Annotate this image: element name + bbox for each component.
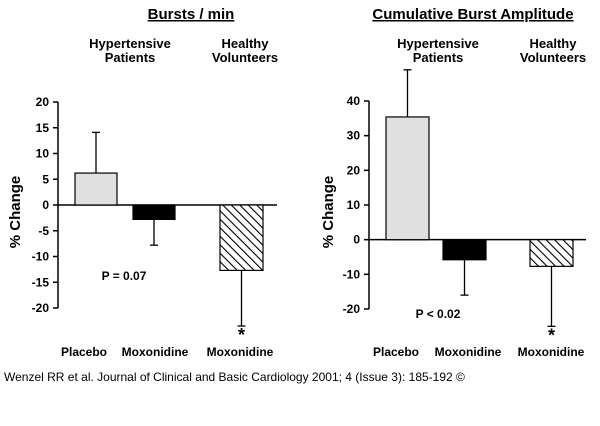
- group-label-line2: Patients: [105, 50, 156, 65]
- chart-title: Cumulative Burst Amplitude: [372, 6, 573, 23]
- y-tick-label: 0: [42, 198, 49, 212]
- group-label-line2: Patients: [413, 50, 464, 65]
- plot-area: 40 30 20 10 0 -10 -20 *: [343, 69, 586, 345]
- group-label-line1: Hypertensive: [397, 36, 479, 51]
- bar: [442, 239, 487, 261]
- chart-title: Bursts / min: [148, 6, 235, 23]
- y-tick-label: 40: [347, 94, 361, 108]
- y-tick-label: -20: [343, 302, 361, 316]
- p-value-annotation: P = 0.07: [102, 269, 147, 283]
- y-tick-label: 10: [36, 147, 50, 161]
- y-tick-label: -5: [38, 224, 49, 238]
- bar: [385, 116, 430, 241]
- group-label-line2: Volunteers: [212, 50, 278, 65]
- bar: [74, 172, 118, 206]
- significance-marker: *: [238, 325, 245, 345]
- group-label-line1: Healthy: [530, 36, 578, 51]
- cumulative-burst-amplitude-chart: Cumulative Burst Amplitude Hypertensive …: [320, 6, 586, 359]
- p-value-annotation: P < 0.02: [416, 307, 461, 321]
- y-axis-label: % Change: [7, 176, 24, 249]
- group-label-line1: Healthy: [222, 36, 270, 51]
- group-label-line1: Hypertensive: [89, 36, 171, 51]
- significance-marker: *: [548, 325, 555, 345]
- y-tick-label: 15: [36, 121, 50, 135]
- y-tick-label: -10: [32, 250, 50, 264]
- bursts-per-min-chart: Bursts / min Hypertensive Patients Healt…: [7, 6, 278, 359]
- category-label: Moxonidine: [518, 345, 585, 359]
- category-label: Moxonidine: [435, 345, 502, 359]
- category-label: Moxonidine: [207, 345, 274, 359]
- group-label-line2: Volunteers: [520, 50, 586, 65]
- y-tick-label: 10: [347, 198, 361, 212]
- y-tick-label: -20: [32, 301, 50, 315]
- bar: [219, 204, 264, 272]
- y-tick-label: 20: [36, 95, 50, 109]
- y-tick-label: 20: [347, 163, 361, 177]
- bar: [529, 239, 574, 267]
- y-tick-label: 5: [42, 172, 49, 186]
- y-axis-label: % Change: [320, 176, 337, 249]
- y-tick-label: 0: [353, 233, 360, 247]
- category-label: Placebo: [373, 345, 419, 359]
- y-tick-label: -10: [343, 267, 361, 281]
- bar: [132, 204, 176, 221]
- category-label: Moxonidine: [122, 345, 189, 359]
- category-label: Placebo: [61, 345, 107, 359]
- y-tick-label: -15: [32, 275, 50, 289]
- citation: Wenzel RR et al. Journal of Clinical and…: [4, 370, 465, 384]
- y-tick-label: 30: [347, 129, 361, 143]
- plot-area: 20 15 10 5 0 -5 -10 -15 -20 *: [32, 95, 277, 345]
